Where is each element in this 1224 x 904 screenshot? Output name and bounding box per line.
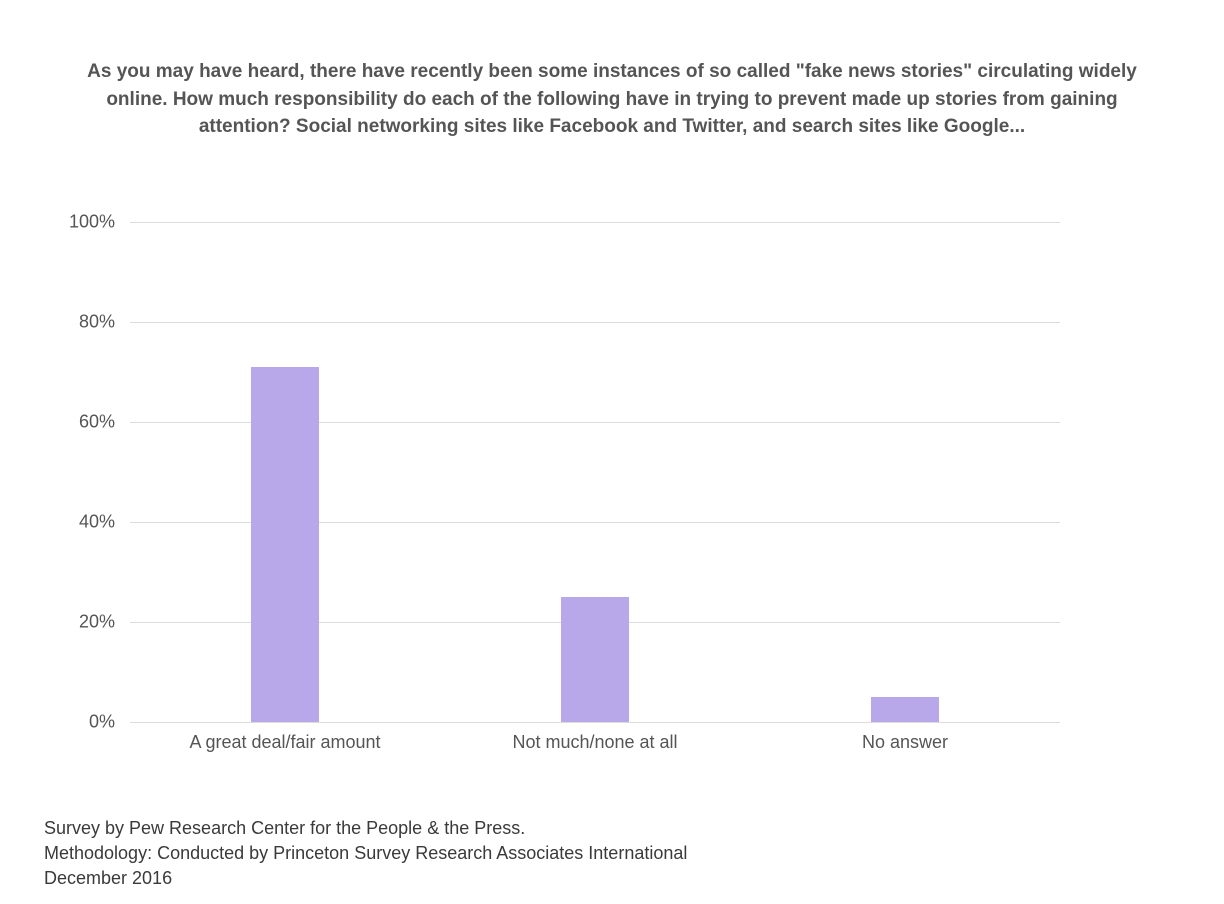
y-tick-label: 40% — [55, 512, 115, 533]
x-tick-label: No answer — [862, 732, 948, 753]
footer-line-1: Survey by Pew Research Center for the Pe… — [44, 816, 687, 841]
chart-title: As you may have heard, there have recent… — [80, 58, 1144, 141]
y-tick-label: 20% — [55, 612, 115, 633]
y-tick-label: 80% — [55, 312, 115, 333]
gridline — [130, 222, 1060, 223]
bar — [561, 597, 629, 722]
bar — [251, 367, 319, 722]
footer-line-2: Methodology: Conducted by Princeton Surv… — [44, 841, 687, 866]
x-tick-label: Not much/none at all — [512, 732, 677, 753]
y-tick-label: 60% — [55, 412, 115, 433]
bar — [871, 697, 939, 722]
y-tick-label: 0% — [55, 712, 115, 733]
chart-footer: Survey by Pew Research Center for the Pe… — [44, 816, 687, 892]
x-tick-label: A great deal/fair amount — [189, 732, 380, 753]
gridline — [130, 722, 1060, 723]
gridline — [130, 322, 1060, 323]
y-tick-label: 100% — [55, 212, 115, 233]
plot-area: A great deal/fair amountNot much/none at… — [130, 222, 1060, 722]
footer-line-3: December 2016 — [44, 866, 687, 891]
